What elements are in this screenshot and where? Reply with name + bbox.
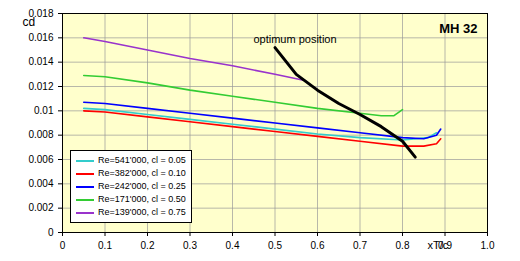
svg-text:0.016: 0.016 bbox=[28, 32, 53, 43]
svg-text:0: 0 bbox=[60, 240, 66, 251]
svg-text:0.006: 0.006 bbox=[28, 154, 53, 165]
svg-text:MH 32: MH 32 bbox=[439, 21, 477, 36]
html-text:Re=139'000, cl = 0.75: Re=139'000, cl = 0.75 bbox=[98, 207, 186, 217]
svg-text:0.012: 0.012 bbox=[28, 81, 53, 92]
svg-text:0.4: 0.4 bbox=[226, 240, 240, 251]
html-text:Re=382'000, cl = 0.10: Re=382'000, cl = 0.10 bbox=[98, 168, 186, 178]
svg-text:0.1: 0.1 bbox=[98, 240, 112, 251]
svg-text:xT/c: xT/c bbox=[428, 239, 449, 251]
svg-text:0.008: 0.008 bbox=[28, 129, 53, 140]
svg-text:optimum position: optimum position bbox=[253, 33, 336, 45]
svg-text:0.018: 0.018 bbox=[28, 7, 54, 19]
svg-text:0.2: 0.2 bbox=[141, 240, 155, 251]
svg-text:cd: cd bbox=[23, 15, 36, 29]
svg-text:0.014: 0.014 bbox=[28, 56, 53, 67]
svg-text:0.004: 0.004 bbox=[28, 178, 53, 189]
svg-text:0.7: 0.7 bbox=[353, 240, 367, 251]
svg-text:0.3: 0.3 bbox=[183, 240, 197, 251]
html-text:Re=541'000, cl = 0.05: Re=541'000, cl = 0.05 bbox=[98, 155, 186, 165]
svg-text:0: 0 bbox=[48, 227, 54, 238]
svg-text:1.0: 1.0 bbox=[481, 240, 495, 251]
svg-text:0.6: 0.6 bbox=[311, 240, 325, 251]
svg-text:0.8: 0.8 bbox=[396, 240, 410, 251]
html-text:Re=171'000, cl = 0.50: Re=171'000, cl = 0.50 bbox=[98, 194, 186, 204]
svg-text:0.01: 0.01 bbox=[34, 105, 54, 116]
html-text:Re=242'000, cl = 0.25: Re=242'000, cl = 0.25 bbox=[98, 181, 186, 191]
svg-text:0.5: 0.5 bbox=[268, 240, 282, 251]
svg-text:0.002: 0.002 bbox=[28, 202, 53, 213]
